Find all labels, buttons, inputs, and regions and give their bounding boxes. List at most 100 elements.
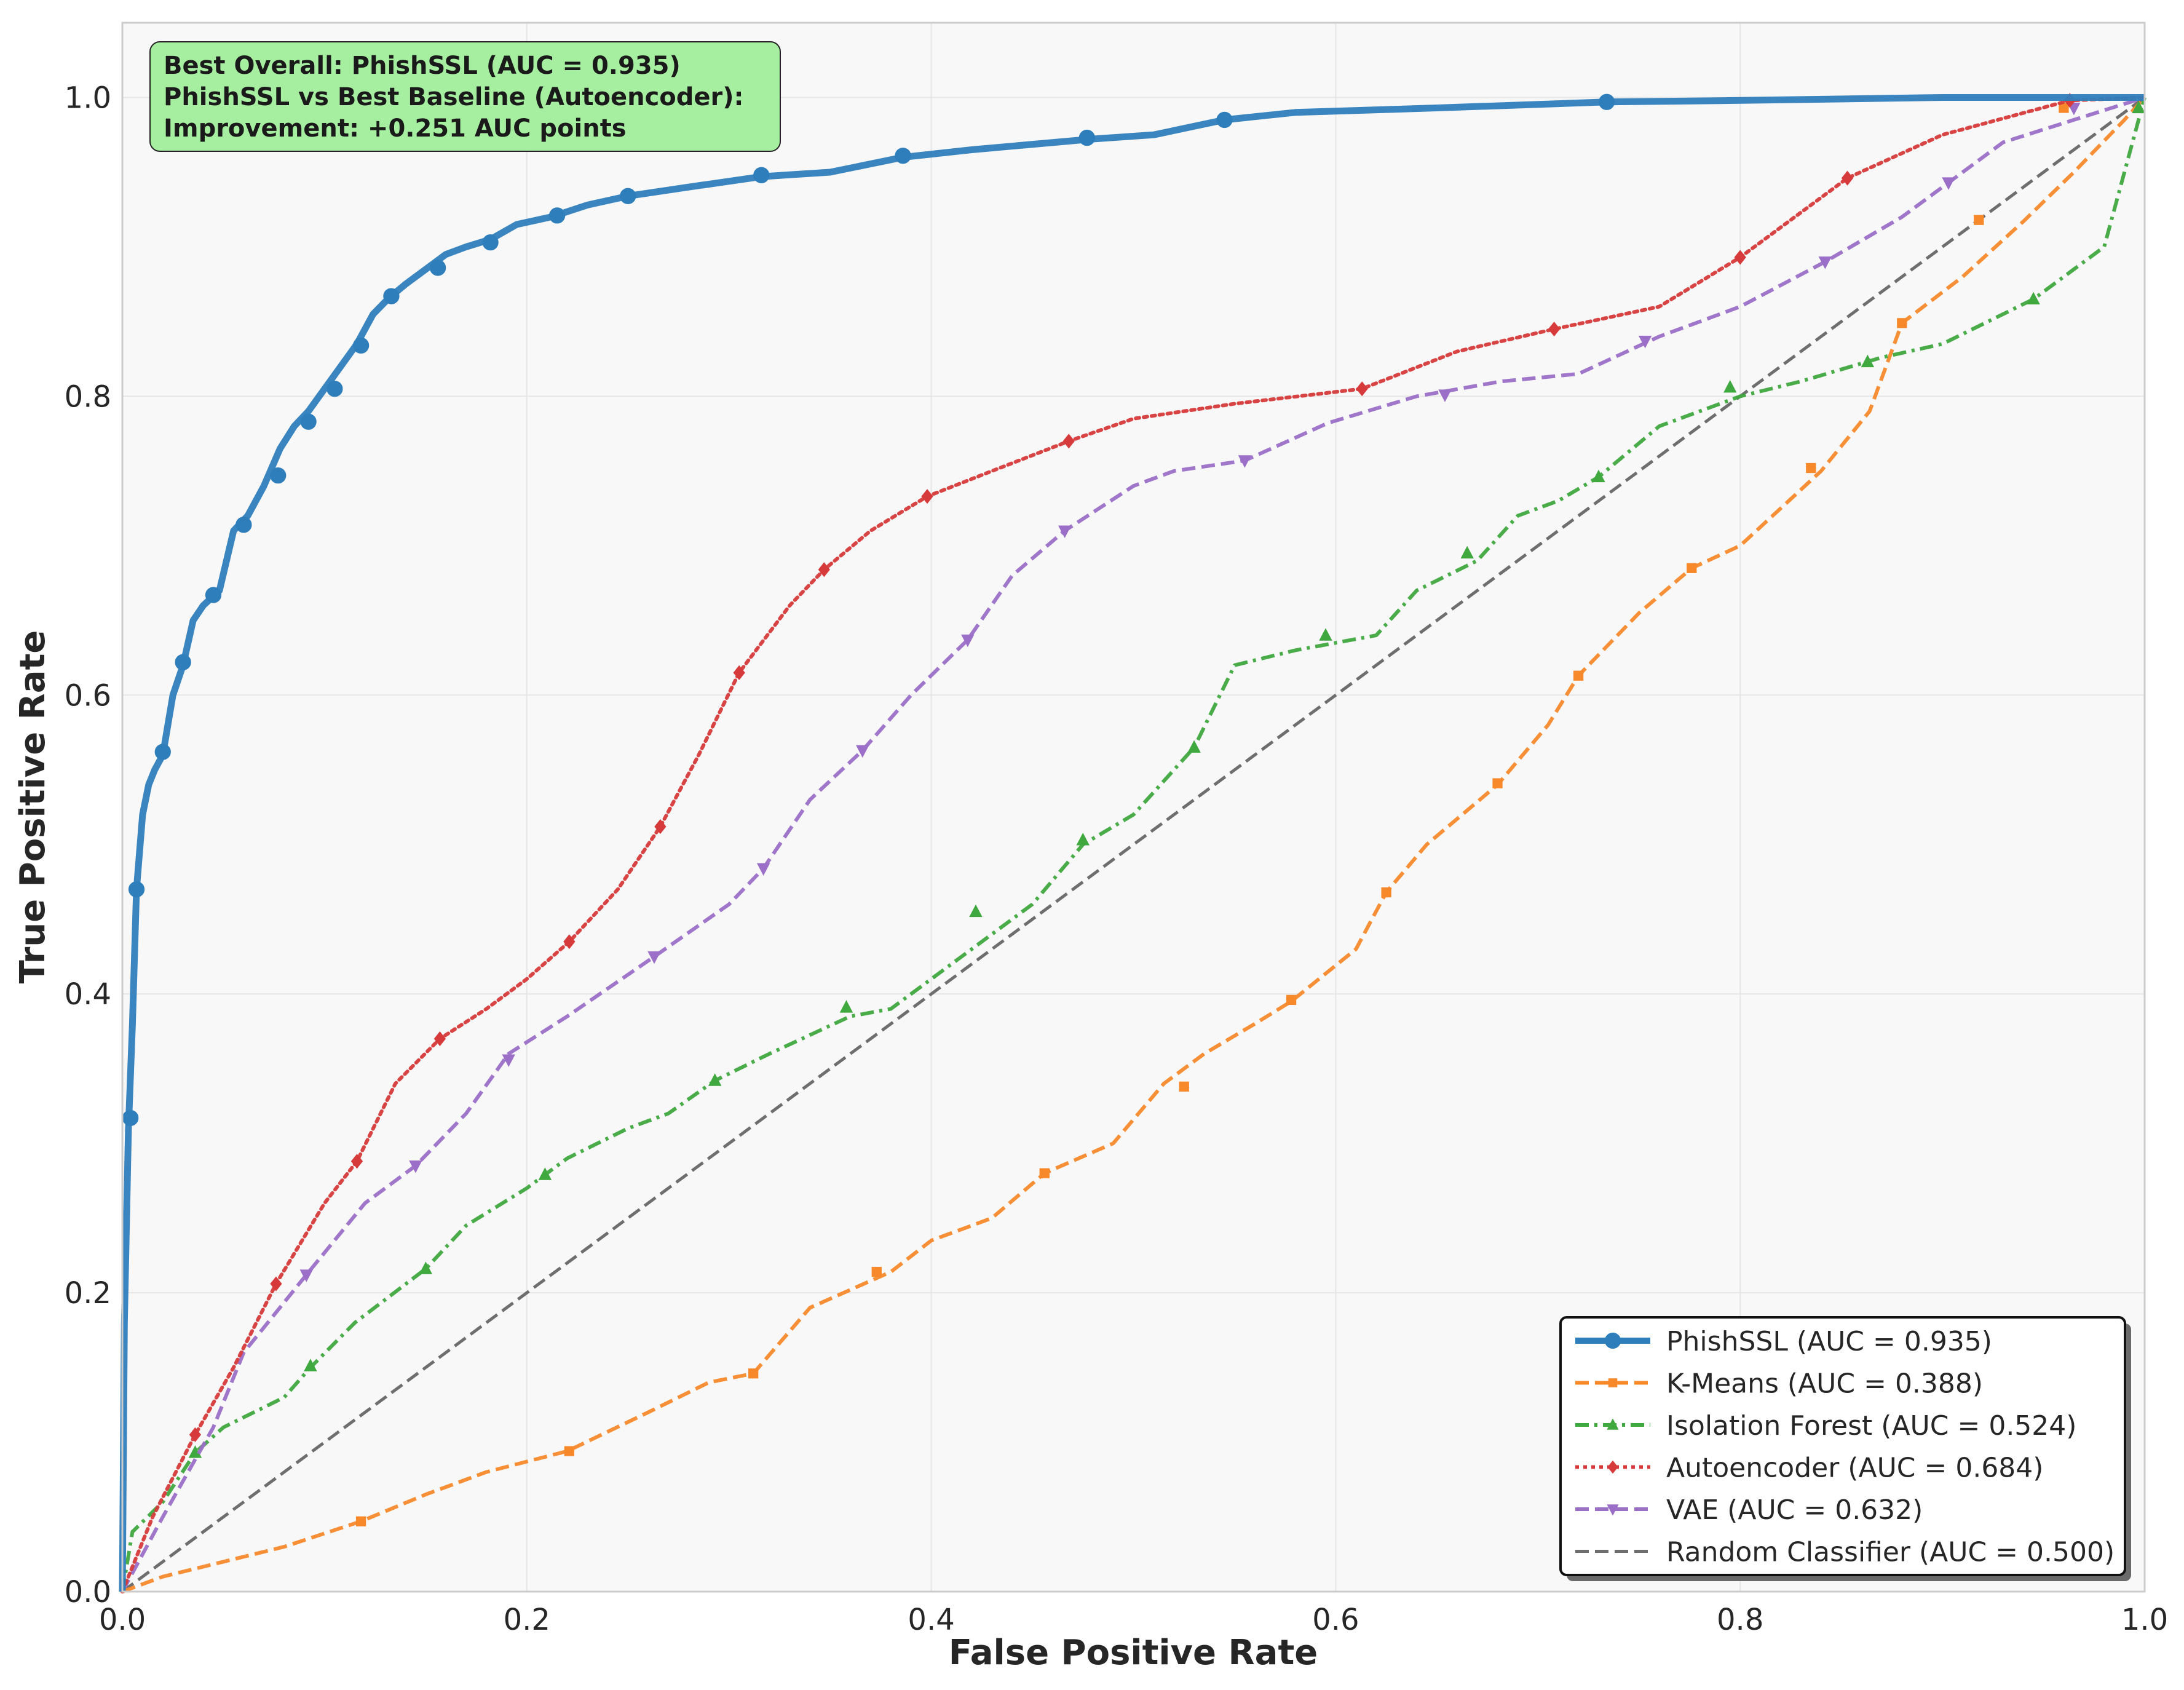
annotation-line-3: Improvement: +0.251 AUC points: [164, 114, 627, 143]
series-marker: [205, 587, 222, 603]
series-marker: [1286, 994, 1297, 1006]
ticks: 0.0 0.2 0.4 0.6 0.8 1.0 0.0 0.2 0.4 0.6 0.8 1.0: [65, 81, 2169, 1637]
series-marker: [482, 234, 499, 251]
legend-marker: [1608, 1378, 1618, 1387]
series-marker: [1216, 111, 1233, 129]
x-tick-label: 1.0: [2121, 1603, 2168, 1637]
series-0: [119, 93, 2145, 1592]
series-marker: [1356, 381, 1368, 397]
series-marker: [620, 188, 636, 204]
series-marker: [921, 489, 933, 504]
series-marker: [270, 1276, 282, 1291]
series-marker: [654, 819, 667, 835]
legend-label: PhishSSL (AUC = 0.935): [1666, 1326, 1992, 1357]
series-marker: [355, 1516, 366, 1526]
series-marker: [270, 467, 287, 484]
series-marker: [1687, 563, 1697, 573]
legend-item: VAE (AUC = 0.632): [1575, 1494, 1923, 1526]
series-4: [121, 95, 2145, 1593]
legend-items: PhishSSL (AUC = 0.935) K-Means (AUC = 0.3…: [1575, 1326, 2115, 1568]
series-marker: [969, 904, 983, 918]
series-marker: [2027, 292, 2040, 305]
y-tick-label: 0.4: [65, 977, 111, 1012]
series-marker: [1974, 215, 1984, 225]
series-marker: [895, 148, 911, 164]
series-marker: [1062, 434, 1075, 449]
series-marker: [1238, 455, 1252, 468]
series-marker: [563, 934, 576, 950]
legend-label: VAE (AUC = 0.632): [1666, 1494, 1923, 1526]
series-marker: [433, 1031, 446, 1047]
series-marker: [1598, 93, 1615, 110]
series-marker: [1861, 354, 1875, 368]
y-axis-label: True Positive Rate: [13, 630, 53, 984]
legend-label: K-Means (AUC = 0.388): [1666, 1368, 1983, 1400]
series-3: [121, 93, 2146, 1593]
legend-label: Autoencoder (AUC = 0.684): [1666, 1453, 2043, 1484]
series-marker: [548, 207, 566, 224]
x-axis-label: False Positive Rate: [949, 1633, 1318, 1673]
series-marker: [1039, 1168, 1050, 1178]
series-marker: [564, 1446, 575, 1456]
series-marker: [1319, 628, 1332, 641]
annotation-box: Best Overall: PhishSSL (AUC = 0.935) Phi…: [149, 41, 781, 152]
series-line: [121, 96, 2146, 1593]
series-marker: [299, 1269, 314, 1282]
series-marker: [1723, 379, 1737, 393]
y-tick-label: 0.2: [65, 1276, 111, 1311]
series-marker: [538, 1167, 552, 1180]
series-marker: [961, 634, 975, 648]
series-marker: [1460, 545, 1474, 559]
series-line: [121, 95, 2145, 1593]
series-marker: [753, 167, 770, 183]
legend-item: Random Classifier (AUC = 0.500): [1575, 1537, 2115, 1568]
series-marker: [1179, 1081, 1189, 1092]
series-marker: [708, 1073, 722, 1086]
series-marker: [1734, 250, 1746, 265]
series-marker: [429, 260, 446, 276]
x-tick-label: 0.0: [99, 1603, 146, 1637]
y-tick-label: 1.0: [65, 81, 111, 115]
annotation-line-1: Best Overall: PhishSSL (AUC = 0.935): [164, 52, 681, 80]
y-tick-label: 0.6: [65, 678, 111, 713]
series-marker: [1573, 670, 1584, 681]
x-tick-label: 0.2: [504, 1603, 550, 1637]
series-marker: [1492, 778, 1503, 788]
legend-marker: [1607, 1418, 1619, 1430]
series-line: [121, 97, 2146, 1592]
series-marker: [1806, 462, 1816, 474]
series-marker: [733, 665, 745, 680]
series-marker: [175, 654, 191, 670]
series-marker: [1078, 129, 1096, 146]
series-marker: [122, 1109, 139, 1126]
legend-marker: [1604, 1332, 1621, 1349]
series-marker: [1942, 177, 1955, 190]
series-marker: [1381, 887, 1391, 898]
legend-item: Autoencoder (AUC = 0.684): [1575, 1453, 2043, 1484]
x-tick-label: 0.8: [1717, 1603, 1763, 1637]
series-marker: [350, 1154, 363, 1169]
series-marker: [1818, 256, 1832, 269]
x-tick-label: 0.6: [1312, 1603, 1359, 1637]
y-tick-label: 0.8: [65, 379, 111, 414]
series-marker: [326, 381, 343, 397]
series-marker: [856, 745, 869, 758]
legend: PhishSSL (AUC = 0.935) K-Means (AUC = 0.3…: [1559, 1316, 2131, 1581]
series-marker: [502, 1054, 515, 1067]
series-marker: [1548, 322, 1561, 337]
y-tick-label: 0.0: [65, 1575, 111, 1609]
x-tick-label: 0.4: [908, 1603, 954, 1637]
series-marker: [419, 1261, 433, 1274]
series-marker: [839, 1000, 853, 1013]
series-marker: [383, 288, 400, 304]
series-2: [121, 97, 2146, 1592]
series-marker: [235, 517, 252, 533]
series-marker: [409, 1160, 422, 1173]
plot-frame: [121, 22, 2146, 1593]
annotation-background: [149, 41, 781, 152]
series-marker: [1076, 833, 1090, 846]
legend-item: PhishSSL (AUC = 0.935): [1575, 1326, 1992, 1357]
series-line: [121, 95, 2146, 1593]
legend-label: Random Classifier (AUC = 0.500): [1666, 1537, 2115, 1568]
series-marker: [1638, 335, 1652, 349]
